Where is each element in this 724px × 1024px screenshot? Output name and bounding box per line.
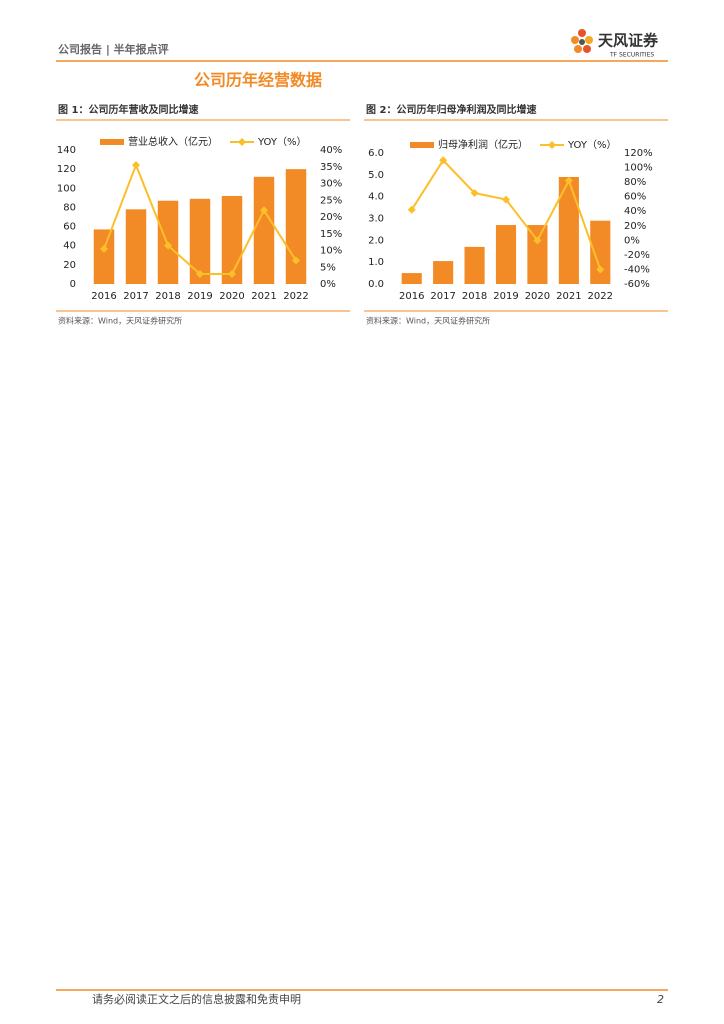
x-tick-label: 2016 (399, 291, 424, 302)
yoy-marker (260, 206, 268, 215)
y2-tick-label: 40% (320, 145, 342, 156)
yoy-marker (470, 189, 479, 198)
y-tick-label: 140 (57, 145, 76, 156)
section-title: 公司历年经营数据 (194, 71, 322, 90)
y2-tick-label: 20% (320, 212, 342, 223)
yoy-marker (502, 195, 510, 204)
legend-marker (548, 141, 556, 149)
bar (93, 229, 115, 284)
brand: 天风证券 (598, 32, 659, 50)
yoy-marker (164, 241, 172, 250)
source: 资料来源：Wind，天风证券研究所 (58, 316, 182, 326)
yoy-marker (439, 156, 448, 165)
y-tick-label: 0 (70, 279, 76, 290)
y-tick-label: 4.0 (368, 192, 384, 203)
x-tick-label: 2020 (525, 291, 550, 302)
y2-tick-label: 25% (320, 195, 342, 206)
figure-caption: 图 2：公司历年归母净利润及同比增速 (366, 103, 536, 116)
logo (571, 29, 593, 53)
y2-tick-label: 80% (624, 177, 646, 188)
bar (285, 169, 307, 284)
bar (558, 177, 579, 284)
y2-tick-label: -20% (624, 250, 650, 261)
yoy-marker (228, 269, 236, 278)
legend-label: YOY（%） (567, 139, 617, 151)
yoy-marker (100, 244, 108, 253)
header-title: 公司报告 | 半年报点评 (58, 42, 169, 56)
yoy-marker (407, 205, 416, 214)
bar (527, 225, 548, 284)
y2-tick-label: 10% (320, 246, 342, 257)
y2-tick-label: 40% (624, 206, 646, 217)
y2-tick-label: 120% (624, 148, 653, 159)
x-tick-label: 2018 (155, 291, 180, 302)
bar (125, 209, 147, 284)
y-tick-label: 6.0 (368, 148, 384, 159)
y2-tick-label: 35% (320, 162, 342, 173)
x-tick-label: 2019 (493, 291, 518, 302)
y-tick-label: 100 (57, 183, 76, 194)
x-tick-label: 2017 (430, 291, 455, 302)
y-tick-label: 20 (63, 260, 76, 271)
x-tick-label: 2022 (588, 291, 613, 302)
x-tick-label: 2018 (462, 291, 487, 302)
bar (189, 198, 211, 284)
legend-label: 营业总收入（亿元） (128, 135, 218, 148)
yoy-marker (533, 236, 542, 245)
y-tick-label: 1.0 (368, 257, 384, 268)
yoy-marker (292, 256, 300, 265)
x-tick-label: 2021 (556, 291, 581, 302)
y2-tick-label: 30% (320, 179, 342, 190)
y2-tick-label: 20% (624, 221, 646, 232)
y-tick-label: 3.0 (368, 214, 384, 225)
y2-tick-label: 5% (320, 262, 336, 273)
legend-marker (238, 138, 246, 146)
legend-swatch (410, 142, 434, 148)
bar (253, 176, 275, 284)
legend-label: YOY（%） (257, 136, 307, 148)
x-tick-label: 2017 (123, 291, 148, 302)
figure-caption: 图 1：公司历年营收及同比增速 (58, 103, 198, 116)
bar (401, 273, 422, 284)
bar (433, 261, 454, 284)
x-tick-label: 2019 (187, 291, 212, 302)
legend-swatch (100, 139, 124, 145)
yoy-marker (196, 269, 204, 278)
y2-tick-label: 0% (320, 279, 336, 290)
disclaimer: 请务必阅读正文之后的信息披露和免责申明 (92, 992, 301, 1006)
yoy-marker (132, 161, 140, 170)
yoy-marker (596, 265, 605, 274)
x-tick-label: 2016 (91, 291, 116, 302)
y2-tick-label: 15% (320, 229, 342, 240)
x-tick-label: 2022 (283, 291, 308, 302)
source: 资料来源：Wind，天风证券研究所 (366, 316, 490, 326)
y2-tick-label: 0% (624, 235, 640, 246)
y2-tick-label: 100% (624, 163, 653, 174)
yoy-marker (564, 176, 573, 185)
y-tick-label: 80 (63, 202, 76, 213)
bar (464, 246, 485, 284)
y-tick-label: 120 (57, 164, 76, 175)
x-tick-label: 2021 (251, 291, 276, 302)
page-number: 2 (657, 993, 664, 1006)
legend-label: 归母净利润（亿元） (438, 138, 528, 151)
y-tick-label: 60 (63, 222, 76, 233)
bar (495, 225, 517, 284)
y2-tick-label: -40% (624, 264, 650, 275)
y-tick-label: 40 (63, 241, 76, 252)
x-tick-label: 2020 (219, 291, 244, 302)
y-tick-label: 2.0 (368, 235, 384, 246)
y-tick-label: 0.0 (368, 279, 384, 290)
y2-tick-label: 60% (624, 192, 646, 203)
y-tick-label: 5.0 (368, 170, 384, 181)
bar (590, 220, 611, 284)
y2-tick-label: -60% (624, 279, 650, 290)
brand-en: TF SECURITIES (609, 52, 654, 59)
